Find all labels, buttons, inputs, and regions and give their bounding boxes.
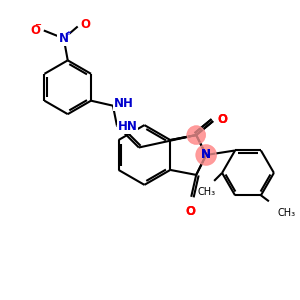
Text: N: N [201, 148, 211, 161]
Text: CH₃: CH₃ [278, 208, 296, 218]
Text: O: O [185, 205, 195, 218]
Text: O: O [217, 112, 227, 126]
Text: O: O [31, 24, 41, 37]
Text: N: N [201, 148, 211, 161]
Text: HN: HN [118, 120, 138, 133]
Text: O: O [185, 205, 195, 218]
Text: O: O [81, 18, 91, 31]
Text: O: O [217, 112, 227, 126]
Text: CH₃: CH₃ [197, 187, 215, 197]
Circle shape [187, 126, 205, 144]
Circle shape [187, 126, 205, 144]
Text: +: + [65, 31, 71, 37]
Text: −: − [34, 20, 41, 29]
Circle shape [196, 145, 216, 165]
Text: N: N [59, 32, 69, 45]
Circle shape [196, 145, 216, 165]
Text: NH: NH [114, 97, 134, 110]
